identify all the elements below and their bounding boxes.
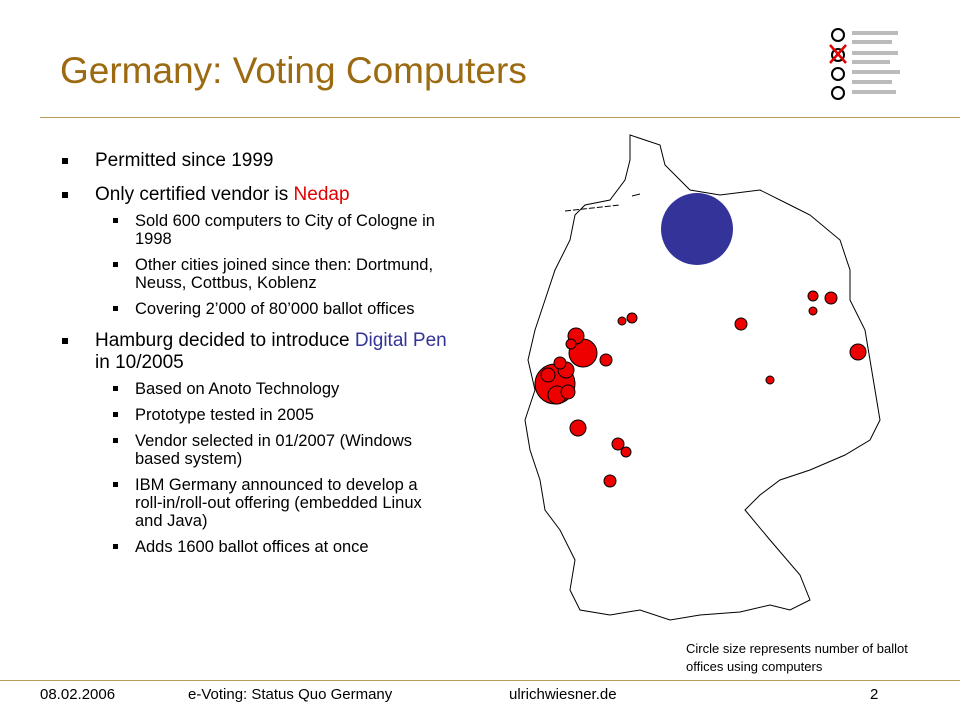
- sub-bullet: Based on Anoto Technology: [95, 380, 435, 398]
- footer-title: e-Voting: Status Quo Germany: [188, 686, 393, 703]
- footer-page: 2: [870, 686, 879, 703]
- logo: [829, 28, 900, 100]
- bullet: Only certified vendor is Nedap Sold 600 c…: [62, 184, 452, 318]
- title-rule: [40, 117, 960, 118]
- bullet-text: Only certified vendor is: [95, 184, 294, 205]
- bullet-list: Permitted since 1999 Only certified vendo…: [62, 150, 452, 568]
- nedap-circles: [534, 290, 867, 488]
- sub-bullet: IBM Germany announced to develop a roll-…: [95, 476, 435, 530]
- sub-bullet: Prototype tested in 2005: [95, 406, 435, 424]
- footer-rule: [0, 680, 960, 681]
- highlight: Digital Pen: [354, 330, 447, 351]
- sub-bullet: Other cities joined since then: Dortmund…: [95, 256, 435, 292]
- graphics: [524, 28, 900, 621]
- sub-bullet: Covering 2’000 of 80’000 ballot offices: [95, 300, 435, 318]
- sub-list: Based on Anoto Technology Prototype teste…: [95, 380, 452, 556]
- bullet-text: Permitted since 1999: [95, 150, 274, 171]
- map-caption: Circle size represents number of ballot …: [686, 641, 908, 674]
- sub-list: Sold 600 computers to City of Cologne in…: [95, 212, 452, 318]
- sub-bullet: Sold 600 computers to City of Cologne in…: [95, 212, 435, 248]
- highlight: Nedap: [293, 184, 350, 205]
- bullet-text: Hamburg decided to introduce: [95, 330, 355, 351]
- slide-title: Germany: Voting Computers: [60, 50, 527, 91]
- sub-bullet: Adds 1600 ballot offices at once: [95, 538, 435, 556]
- sub-bullet: Vendor selected in 01/2007 (Windows base…: [95, 432, 435, 468]
- footer-date: 08.02.2006: [40, 686, 116, 703]
- hamburg-circle: [661, 193, 733, 265]
- bullet: Permitted since 1999: [62, 150, 452, 172]
- bullet-text: in 10/2005: [95, 352, 184, 373]
- bullet: Hamburg decided to introduce Digital Pen…: [62, 330, 452, 556]
- islands: [564, 193, 641, 212]
- footer-site: ulrichwiesner.de: [509, 686, 617, 703]
- germany-map: [524, 134, 881, 621]
